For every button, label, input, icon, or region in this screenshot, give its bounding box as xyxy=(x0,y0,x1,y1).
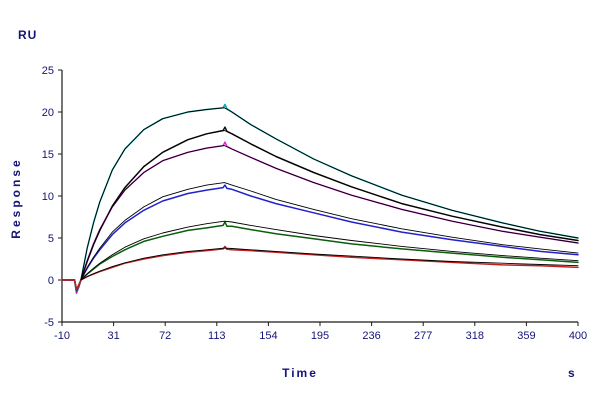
y-tick-label: 10 xyxy=(42,191,54,203)
x-tick-label: 72 xyxy=(159,330,171,342)
y-tick-label: -5 xyxy=(44,317,54,329)
series-trace-red xyxy=(61,245,579,290)
x-tick-label: 359 xyxy=(517,330,535,342)
y-tick-label: 0 xyxy=(48,275,54,287)
y-tick-label: 15 xyxy=(42,149,54,161)
y-tick-label: 20 xyxy=(42,107,54,119)
x-tick-label: 400 xyxy=(569,330,587,342)
series-trace-blue xyxy=(61,184,579,292)
series-fit-green xyxy=(80,220,579,281)
x-tick-label: 195 xyxy=(311,330,329,342)
x-tick-label: 113 xyxy=(208,330,226,342)
x-tick-label: 236 xyxy=(362,330,380,342)
series-trace-magenta xyxy=(61,141,579,294)
x-tick-label: 154 xyxy=(259,330,277,342)
series-trace-green xyxy=(61,221,579,291)
series-fit-blue xyxy=(80,182,579,281)
y-axis-title: Response xyxy=(9,157,23,239)
x-tick-label: -10 xyxy=(54,330,70,342)
x-axis-title: Time xyxy=(282,366,318,380)
y-tick-label: 25 xyxy=(42,65,54,77)
x-tick-label: 318 xyxy=(466,330,484,342)
series-fit-magenta xyxy=(80,145,579,281)
x-axis-unit-label: s xyxy=(568,366,576,380)
x-tick-label: 31 xyxy=(107,330,119,342)
series-trace-black xyxy=(61,126,579,293)
y-axis-unit-label: RU xyxy=(18,28,38,42)
y-tick-label: 5 xyxy=(48,233,54,245)
series-fit-cyan xyxy=(80,107,579,281)
x-tick-label: 277 xyxy=(414,330,432,342)
series-fit-red xyxy=(80,247,579,281)
